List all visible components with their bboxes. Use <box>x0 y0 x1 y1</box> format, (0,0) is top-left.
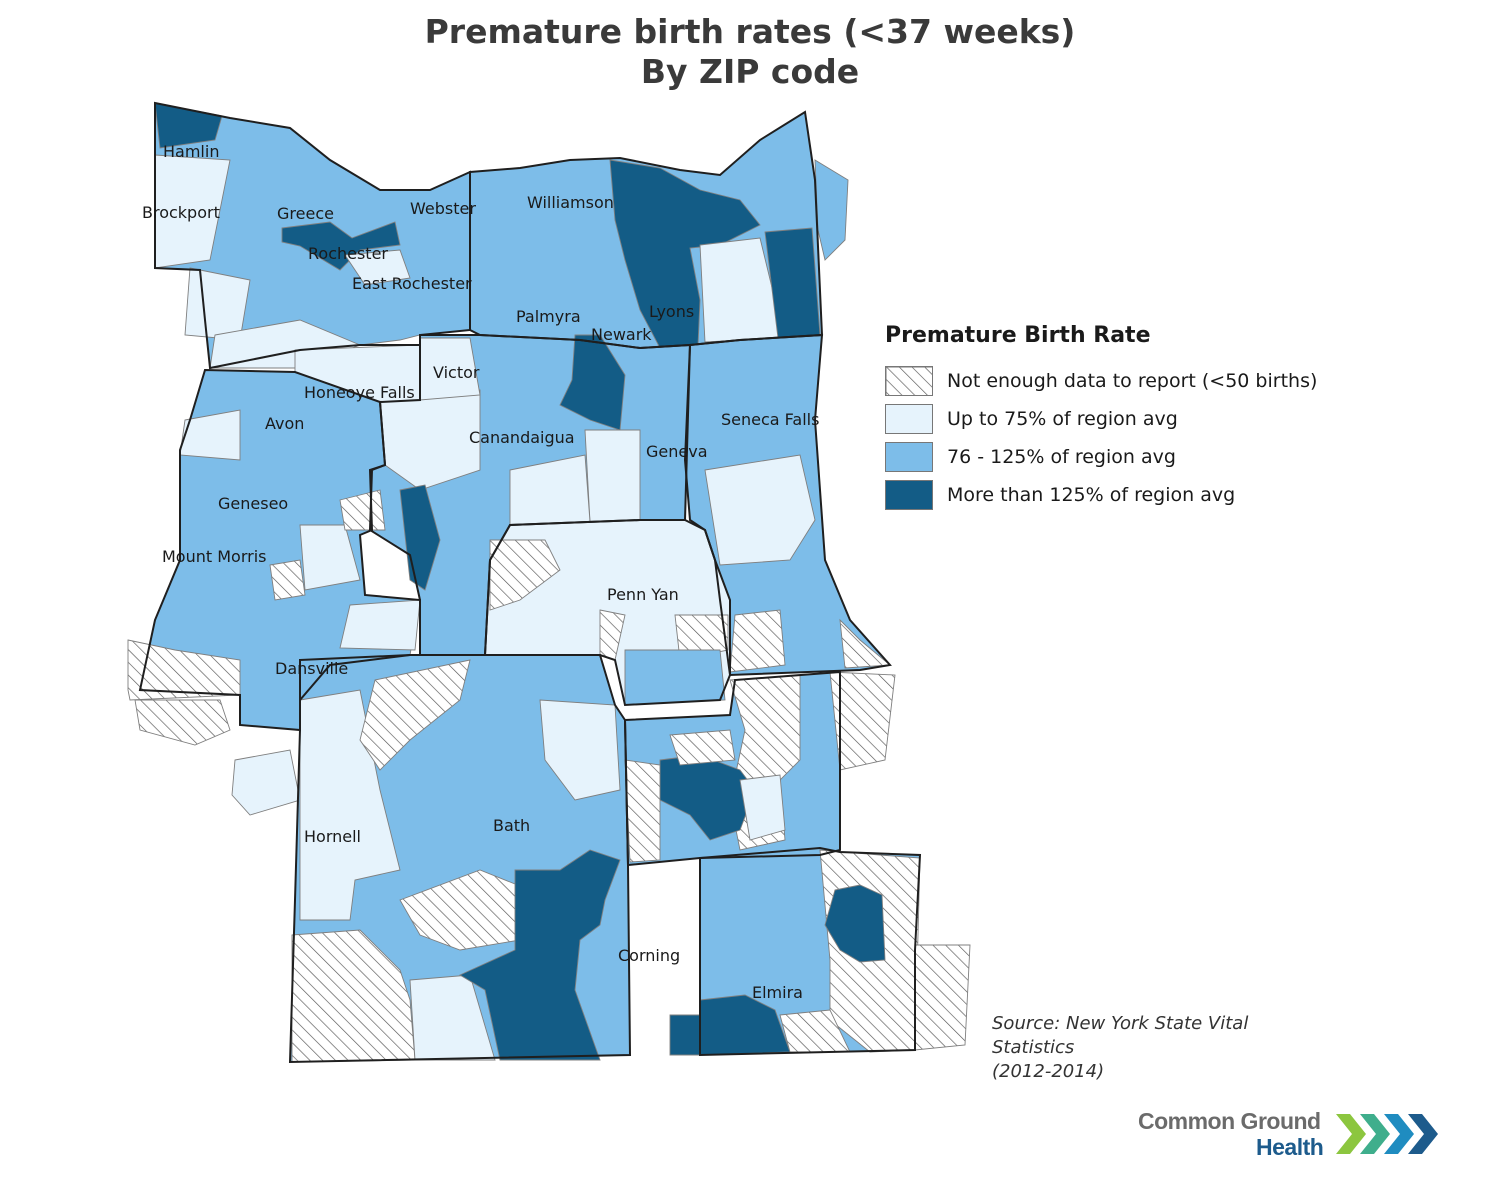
zip-area <box>839 618 892 669</box>
zip-area <box>359 659 471 771</box>
place-label-newark: Newark <box>591 325 652 344</box>
legend-item: Up to 75% of region avg <box>885 400 1317 438</box>
zip-area <box>344 249 411 286</box>
legend-swatch-low <box>885 404 933 434</box>
place-label-canandaigua: Canandaigua <box>469 428 575 447</box>
legend-swatch-high <box>885 480 933 510</box>
zip-area <box>269 559 306 601</box>
place-label-avon: Avon <box>265 414 304 433</box>
place-label-palmyra: Palmyra <box>516 307 581 326</box>
zip-area <box>624 649 726 706</box>
place-label-hamlin: Hamlin <box>163 142 219 161</box>
legend-swatch-mid <box>885 442 933 472</box>
legend-item: More than 125% of region avg <box>885 476 1317 514</box>
county-borders <box>138 101 922 1064</box>
organization-logo: Common Ground Health <box>1138 1108 1448 1164</box>
place-label-mount-morris: Mount Morris <box>162 547 266 566</box>
place-label-geneseo: Geneseo <box>218 494 288 513</box>
logo-text-line-2: Health <box>1256 1134 1324 1160</box>
place-label-seneca-falls: Seneca Falls <box>721 410 819 429</box>
place-label-greece: Greece <box>277 204 334 223</box>
county-border <box>699 846 922 1057</box>
title-line-2: By ZIP code <box>640 52 860 91</box>
legend-item: 76 - 125% of region avg <box>885 438 1317 476</box>
place-label-elmira: Elmira <box>752 983 803 1002</box>
legend-title: Premature Birth Rate <box>885 323 1151 348</box>
place-label-east-rochester: East Rochester <box>352 274 472 293</box>
zip-area <box>409 974 496 1061</box>
zip-area <box>539 699 621 801</box>
county-border <box>623 670 841 867</box>
source-line-1: Source: New York State Vital Statistics <box>992 1013 1249 1058</box>
zip-area <box>281 221 401 271</box>
place-label-victor: Victor <box>433 363 480 382</box>
zip-area <box>299 524 361 591</box>
zip-area <box>399 484 441 591</box>
legend-swatch-no-data <box>885 366 933 396</box>
place-label-honeoye-falls: Honeoye Falls <box>304 383 415 402</box>
zip-area <box>814 159 849 261</box>
zip-area <box>134 699 231 746</box>
zip-area <box>584 429 641 523</box>
zip-area <box>739 774 786 841</box>
zip-area <box>559 334 626 431</box>
place-label-corning: Corning <box>618 946 680 965</box>
place-label-williamson: Williamson <box>527 193 614 212</box>
place-label-bath: Bath <box>493 816 530 835</box>
zip-area <box>489 539 561 611</box>
place-label-geneva: Geneva <box>646 442 708 461</box>
zip-area <box>669 1014 701 1056</box>
zip-area <box>824 884 886 963</box>
zip-area <box>339 599 421 651</box>
title-line-1: Premature birth rates (<37 weeks) <box>424 12 1076 51</box>
chevrons-icon <box>1336 1114 1438 1154</box>
place-label-lyons: Lyons <box>649 302 694 321</box>
place-label-penn-yan: Penn Yan <box>607 585 679 604</box>
legend-item: Not enough data to report (<50 births) <box>885 362 1317 400</box>
zip-area <box>674 614 729 661</box>
zip-area <box>184 267 251 341</box>
zip-area <box>669 729 736 766</box>
legend-label: Not enough data to report (<50 births) <box>947 370 1318 392</box>
zip-area <box>914 944 971 1051</box>
place-label-rochester: Rochester <box>308 244 388 263</box>
place-label-webster: Webster <box>410 199 476 218</box>
place-label-brockport: Brockport <box>142 203 220 222</box>
place-labels: Hamlin Brockport Greece Webster Williams… <box>142 142 819 1002</box>
map-title: Premature birth rates (<37 weeks) By ZIP… <box>0 12 1500 92</box>
legend-label: 76 - 125% of region avg <box>947 446 1176 468</box>
source-line-2: (2012-2014) <box>992 1061 1105 1082</box>
zip-area <box>609 159 761 349</box>
legend-label: Up to 75% of region avg <box>947 408 1178 430</box>
logo-text-line-1: Common Ground <box>1138 1108 1321 1134</box>
zip-area <box>339 489 386 531</box>
zip-area <box>729 609 786 673</box>
zip-area <box>459 849 621 1061</box>
legend: Premature Birth Rate Not enough data to … <box>885 323 1317 514</box>
source-note: Source: New York State Vital Statistics … <box>992 1012 1292 1084</box>
place-label-hornell: Hornell <box>304 827 361 846</box>
zip-area <box>179 409 241 461</box>
zip-area <box>624 759 661 863</box>
county-border <box>683 333 892 677</box>
zip-area <box>231 749 301 816</box>
legend-label: More than 125% of region avg <box>947 484 1236 506</box>
zip-area <box>829 671 896 771</box>
place-label-dansville: Dansville <box>275 659 348 678</box>
zip-area <box>299 689 401 921</box>
zip-area <box>704 454 816 566</box>
